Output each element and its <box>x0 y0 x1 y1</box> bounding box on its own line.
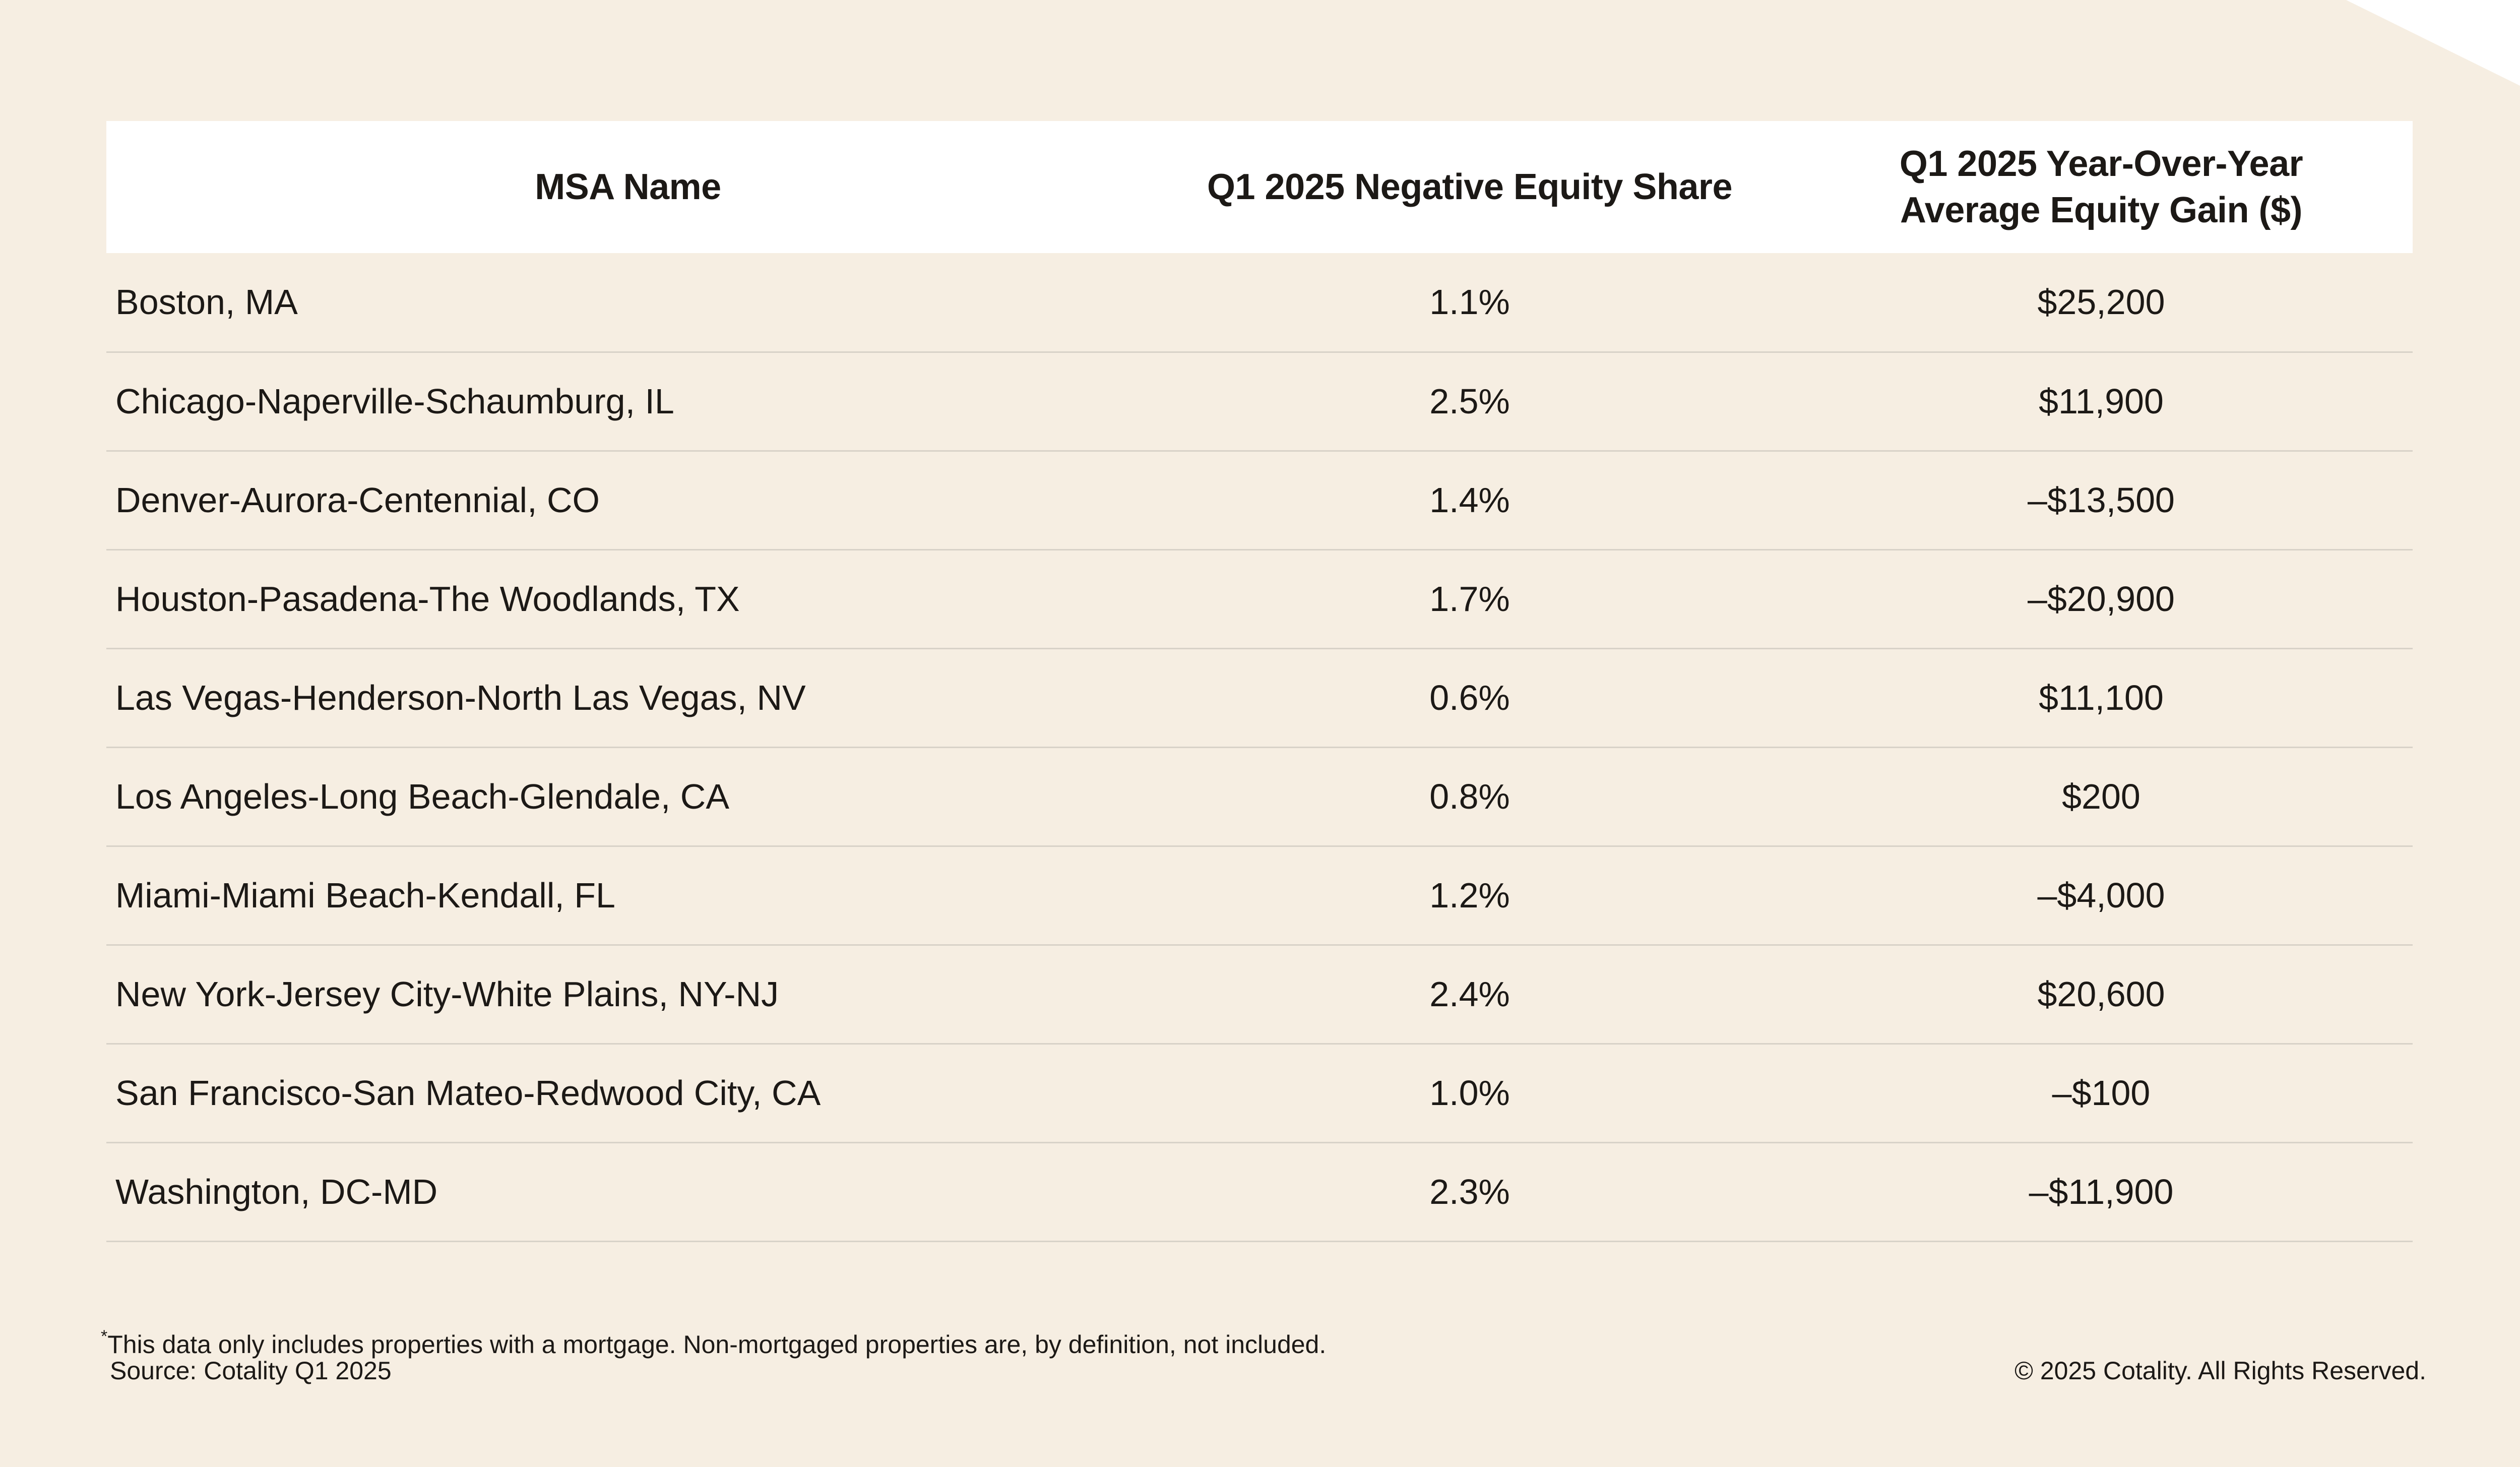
table-header-row: MSA Name Q1 2025 Negative Equity Share Q… <box>106 121 2413 253</box>
cell-equity-gain: $20,600 <box>2037 974 2165 1014</box>
footnote-text: This data only includes properties with … <box>107 1330 1327 1359</box>
table-row: Miami-Miami Beach-Kendall, FL 1.2% –$4,000 <box>106 846 2413 945</box>
table-body: Boston, MA 1.1% $25,200 Chicago-Naperville-… <box>106 253 2413 1241</box>
column-header-negative-equity-share: Q1 2025 Negative Equity Share <box>1207 167 1732 207</box>
column-header-equity-gain: Q1 2025 Year-Over-Year Average Equity Ga… <box>1790 121 2413 253</box>
cell-msa-name: Las Vegas-Henderson-North Las Vegas, NV <box>115 678 806 717</box>
table-row: Boston, MA 1.1% $25,200 <box>106 253 2413 352</box>
cell-negative-equity-share: 2.4% <box>1429 974 1510 1014</box>
cell-msa-name: Chicago-Naperville-Schaumburg, IL <box>115 382 674 421</box>
corner-decoration <box>2346 0 2520 86</box>
table-row: Houston-Pasadena-The Woodlands, TX 1.7% –$… <box>106 549 2413 648</box>
cell-negative-equity-share: 1.7% <box>1429 579 1510 619</box>
cell-equity-gain: –$20,900 <box>2028 579 2175 619</box>
cell-msa-name: Houston-Pasadena-The Woodlands, TX <box>115 579 740 619</box>
equity-table: MSA Name Q1 2025 Negative Equity Share Q… <box>106 121 2413 1242</box>
cell-equity-gain: $11,100 <box>2039 678 2164 717</box>
cell-msa-name: Miami-Miami Beach-Kendall, FL <box>115 876 615 915</box>
column-header-msa-name: MSA Name <box>535 167 721 207</box>
cell-equity-gain: –$11,900 <box>2029 1172 2174 1211</box>
cell-negative-equity-share: 1.2% <box>1429 876 1510 915</box>
cell-msa-name: Washington, DC-MD <box>115 1172 438 1211</box>
cell-equity-gain: –$100 <box>2052 1073 2151 1113</box>
footnote: *This data only includes properties with… <box>101 1321 1326 1360</box>
table-row: Denver-Aurora-Centennial, CO 1.4% –$13,500 <box>106 451 2413 549</box>
table-row: Washington, DC-MD 2.3% –$11,900 <box>106 1142 2413 1241</box>
cell-negative-equity-share: 1.1% <box>1429 282 1510 322</box>
cell-equity-gain: $11,900 <box>2039 382 2164 421</box>
footnote-marker: * <box>101 1327 108 1346</box>
cell-equity-gain: $200 <box>2062 777 2140 816</box>
cell-msa-name: San Francisco-San Mateo-Redwood City, CA <box>115 1073 821 1113</box>
cell-negative-equity-share: 2.3% <box>1429 1172 1510 1211</box>
table-row: Los Angeles-Long Beach-Glendale, CA 0.8% $… <box>106 747 2413 846</box>
cell-negative-equity-share: 1.4% <box>1429 480 1510 520</box>
cell-equity-gain: –$4,000 <box>2037 876 2165 915</box>
table-row: Las Vegas-Henderson-North Las Vegas, NV 0… <box>106 648 2413 747</box>
cell-equity-gain: $25,200 <box>2037 282 2165 322</box>
table-row: Chicago-Naperville-Schaumburg, IL 2.5% $11… <box>106 352 2413 451</box>
copyright-notice: © 2025 Cotality. All Rights Reserved. <box>2014 1357 2426 1385</box>
cell-msa-name: Denver-Aurora-Centennial, CO <box>115 480 600 520</box>
cell-negative-equity-share: 2.5% <box>1429 382 1510 421</box>
cell-equity-gain: –$13,500 <box>2028 480 2175 520</box>
cell-msa-name: New York-Jersey City-White Plains, NY-NJ <box>115 974 779 1014</box>
cell-negative-equity-share: 1.0% <box>1429 1073 1510 1113</box>
cell-msa-name: Los Angeles-Long Beach-Glendale, CA <box>115 777 730 816</box>
equity-table-container: MSA Name Q1 2025 Negative Equity Share Q… <box>106 121 2413 1242</box>
table-row: San Francisco-San Mateo-Redwood City, CA… <box>106 1044 2413 1142</box>
source-note: Source: Cotality Q1 2025 <box>110 1357 392 1385</box>
cell-negative-equity-share: 0.8% <box>1429 777 1510 816</box>
cell-negative-equity-share: 0.6% <box>1429 678 1510 717</box>
cell-msa-name: Boston, MA <box>115 282 298 322</box>
column-header-equity-gain-text: Q1 2025 Year-Over-Year Average Equity Ga… <box>1899 144 2303 230</box>
table-row: New York-Jersey City-White Plains, NY-NJ… <box>106 945 2413 1044</box>
